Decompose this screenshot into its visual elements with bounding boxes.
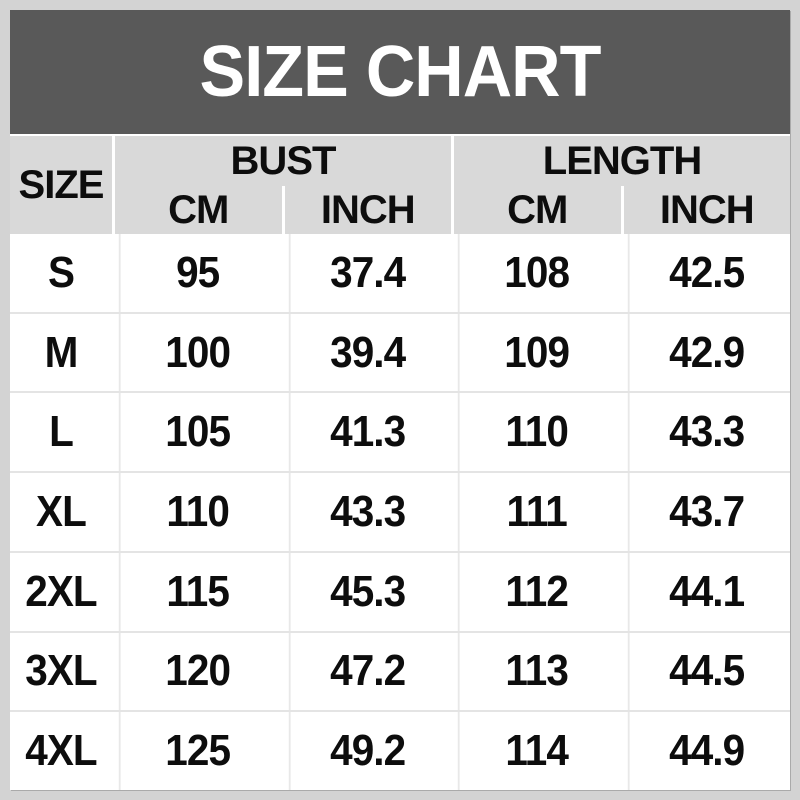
header-group-length: LENGTH CM INCH <box>451 136 790 234</box>
header-bust-inch: INCH <box>281 186 452 234</box>
cell-length-cm: 110 <box>457 393 614 472</box>
cell-length-cm: 111 <box>457 473 614 551</box>
cell-bust-inch: 39.4 <box>288 313 444 392</box>
header-bust-subrow: CM INCH <box>115 186 451 234</box>
cell-bust-inch: 49.2 <box>288 712 444 791</box>
table-row-xl: XL 110 43.3 111 43.7 <box>10 471 790 551</box>
table-row-m: M 100 39.4 109 42.9 <box>10 311 790 392</box>
table-row-4xl: 4XL 125 49.2 114 44.9 <box>10 710 790 791</box>
page-title: SIZE CHART <box>199 32 602 112</box>
cell-bust-inch: 43.3 <box>288 473 444 551</box>
cell-length-cm: 108 <box>457 234 614 312</box>
cell-length-cm: 109 <box>457 313 614 392</box>
cell-bust-cm: 105 <box>118 393 275 472</box>
title-banner: SIZE CHART <box>10 10 790 134</box>
cell-bust-inch: 45.3 <box>288 552 444 631</box>
header-bust-cm: CM <box>168 187 229 232</box>
table-body: S 95 37.4 108 42.5 M 100 39.4 109 42.9 L… <box>10 234 790 791</box>
header-length-cm: CM <box>507 187 568 232</box>
table-header: SIZE BUST CM INCH LENGTH CM INCH <box>10 136 790 234</box>
cell-size: S <box>47 247 75 297</box>
cell-bust-cm: 95 <box>118 234 275 312</box>
header-size: SIZE <box>18 162 105 207</box>
cell-size: M <box>44 327 79 377</box>
cell-bust-cm: 120 <box>118 632 275 711</box>
table-row-l: L 105 41.3 110 43.3 <box>10 391 790 472</box>
cell-bust-inch: 41.3 <box>288 393 444 472</box>
cell-bust-inch: 47.2 <box>288 632 444 711</box>
table-row-s: S 95 37.4 108 42.5 <box>10 234 790 312</box>
table-row-3xl: 3XL 120 47.2 113 44.5 <box>10 630 790 711</box>
table-row-2xl: 2XL 115 45.3 112 44.1 <box>10 550 790 631</box>
cell-size: L <box>49 407 74 457</box>
cell-length-inch: 43.3 <box>627 393 783 472</box>
cell-length-inch: 44.5 <box>627 632 783 711</box>
cell-length-cm: 112 <box>457 552 614 631</box>
cell-size: 4XL <box>25 726 97 776</box>
cell-length-inch: 43.7 <box>627 473 783 551</box>
cell-size: XL <box>36 487 87 537</box>
banner-divider <box>10 134 790 136</box>
header-group-bust: BUST CM INCH <box>112 136 451 234</box>
size-chart-card: SIZE CHART SIZE BUST CM INCH LENGTH CM I… <box>10 10 790 791</box>
header-bust-label: BUST <box>230 138 337 183</box>
cell-bust-inch: 37.4 <box>288 234 444 312</box>
cell-length-cm: 113 <box>457 632 614 711</box>
cell-length-cm: 114 <box>457 712 614 791</box>
header-length-inch: INCH <box>620 186 791 234</box>
cell-size: 2XL <box>25 566 97 616</box>
cell-bust-cm: 125 <box>118 712 275 791</box>
cell-length-inch: 44.9 <box>627 712 783 791</box>
cell-length-inch: 44.1 <box>627 552 783 631</box>
header-length-subrow: CM INCH <box>454 186 790 234</box>
cell-bust-cm: 115 <box>118 552 275 631</box>
header-length-label: LENGTH <box>542 138 702 183</box>
cell-length-inch: 42.9 <box>627 313 783 392</box>
cell-bust-cm: 100 <box>118 313 275 392</box>
cell-bust-cm: 110 <box>118 473 275 551</box>
cell-size: 3XL <box>25 646 97 696</box>
cell-length-inch: 42.5 <box>627 234 783 312</box>
